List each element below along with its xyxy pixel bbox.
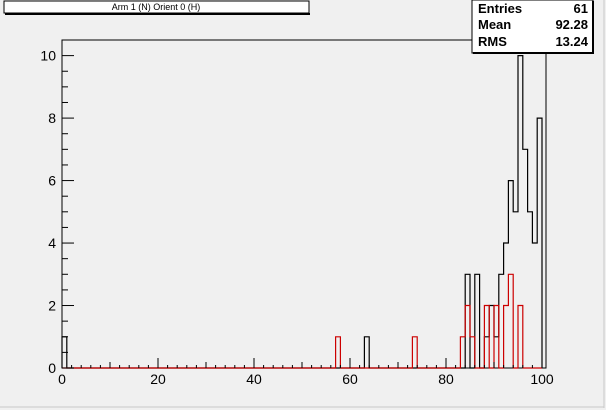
histogram-bin-series-1 <box>465 306 470 368</box>
histogram-bin-series-1 <box>470 337 475 368</box>
x-axis-tick-label: 60 <box>342 371 358 387</box>
stats-entries-value: 61 <box>574 1 588 16</box>
histogram-bin-series-0 <box>364 337 369 368</box>
plot-frame <box>61 39 547 369</box>
histogram-bin-series-0 <box>523 149 528 368</box>
y-axis-tick-label: 4 <box>48 235 56 251</box>
x-axis-tick-label: 100 <box>530 371 554 387</box>
histogram-title-box: Arm 1 (N) Orient 0 (H) <box>3 0 310 15</box>
histogram-bin-series-1 <box>484 306 489 368</box>
histogram-bin-series-1 <box>494 306 499 368</box>
histogram-series-1-outline <box>62 273 542 369</box>
x-axis-tick-label: 0 <box>58 371 66 387</box>
y-axis-tick-label: 0 <box>48 360 56 376</box>
histogram-title: Arm 1 (N) Orient 0 (H) <box>112 2 201 12</box>
x-axis-tick-label: 40 <box>246 371 262 387</box>
histogram-bin-series-0 <box>499 274 504 368</box>
stats-entries-label: Entries <box>478 1 522 16</box>
histogram-bin-series-0 <box>513 212 518 368</box>
stats-rms-label: RMS <box>478 34 507 49</box>
stats-box: Entries 61 Mean 92.28 RMS 13.24 <box>471 0 594 54</box>
y-axis-tick-label: 10 <box>40 48 56 64</box>
histogram-bin-series-0 <box>489 306 494 368</box>
histogram-series-layer <box>61 54 543 369</box>
histogram-bin-series-0 <box>537 118 542 368</box>
histogram-bin-series-1 <box>508 274 513 368</box>
histogram-bin-series-1 <box>336 337 341 368</box>
histogram-bin-series-0 <box>528 212 533 368</box>
histogram-bin-series-1 <box>412 337 417 368</box>
stats-mean-value: 92.28 <box>555 17 588 32</box>
y-axis-tick-label: 8 <box>48 110 56 126</box>
stats-mean-label: Mean <box>478 17 511 32</box>
x-axis-tick-label: 20 <box>150 371 166 387</box>
histogram-bin-series-0 <box>532 243 537 368</box>
histogram-bin-series-1 <box>504 306 509 368</box>
y-axis-tick-label: 6 <box>48 173 56 189</box>
x-axis-tick-label: 80 <box>438 371 454 387</box>
axis-layer: 0 20 40 60 80 100 0 2 4 6 8 10 <box>40 39 554 387</box>
y-axis-tick-label: 2 <box>48 298 56 314</box>
histogram-bin-series-1 <box>518 306 523 368</box>
histogram-bin-series-0 <box>475 274 480 368</box>
stats-rms-value: 13.24 <box>555 34 588 49</box>
histogram-bin-series-1 <box>460 337 465 368</box>
